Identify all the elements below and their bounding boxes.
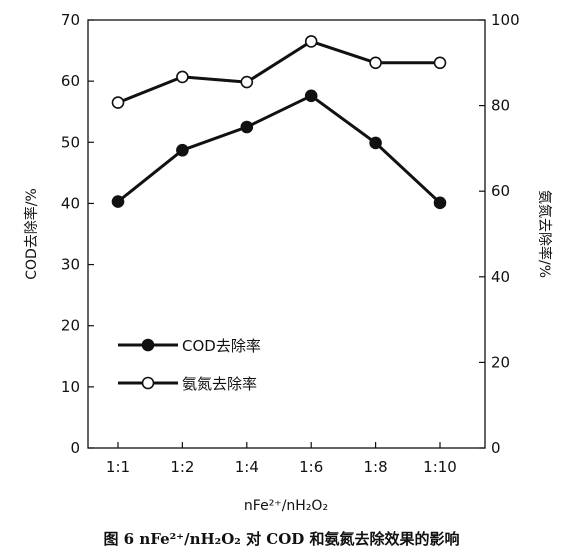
right-tick-label: 20 (491, 353, 510, 371)
data-point-0 (433, 196, 447, 210)
x-tick-label: 1:6 (299, 458, 323, 476)
data-point-0 (240, 120, 254, 134)
figure-caption: 图 6 nFe²⁺/nH₂O₂ 对 COD 和氨氮去除效果的影响 (103, 530, 460, 548)
data-point-0 (369, 136, 382, 150)
data-point-0 (304, 89, 318, 103)
data-point-1 (240, 75, 254, 89)
right-tick-label: 40 (491, 268, 510, 286)
right-tick-label: 0 (491, 439, 501, 457)
left-tick-label: 20 (61, 317, 80, 335)
data-point-1 (304, 35, 318, 48)
data-point-1 (433, 56, 447, 70)
left-axis-ticks: 0 10 20 30 40 50 60 70 (61, 11, 94, 457)
series-line-0 (117, 94, 442, 204)
right-tick-label: 80 (491, 97, 510, 115)
left-tick-label: 0 (70, 439, 80, 457)
legend-label: 氨氮去除率 (182, 375, 257, 393)
legend-label: COD去除率 (182, 337, 261, 355)
left-tick-label: 10 (61, 378, 80, 396)
y-axis-right-title: 氨氮去除率/% (536, 190, 553, 278)
left-tick-label: 30 (61, 256, 80, 274)
data-point-1 (176, 70, 189, 84)
x-tick-label: 1:8 (364, 458, 388, 476)
series-lines (117, 39, 442, 204)
right-axis-ticks: 0 20 40 60 80 100 (479, 11, 520, 457)
left-tick-label: 60 (61, 72, 80, 90)
series-points (111, 35, 447, 210)
series-line-1 (117, 39, 440, 104)
data-point-0 (176, 143, 189, 157)
left-tick-label: 40 (61, 194, 80, 212)
left-tick-label: 50 (61, 133, 80, 151)
left-tick-label: 70 (61, 11, 80, 29)
x-axis-title: nFe²⁺/nH₂O₂ (244, 498, 328, 514)
x-tick-label: 1:10 (423, 458, 457, 476)
data-point-1 (369, 56, 382, 70)
legend-marker (141, 338, 155, 352)
x-axis-ticks: 1:1 1:2 1:4 1:6 1:8 1:10 (106, 442, 457, 476)
x-tick-label: 1:4 (235, 458, 259, 476)
y-axis-left-title: COD去除率/% (23, 188, 40, 280)
right-tick-label: 60 (491, 182, 510, 200)
data-point-0 (111, 195, 125, 208)
x-tick-label: 1:1 (106, 458, 130, 476)
x-tick-label: 1:2 (170, 458, 194, 476)
right-tick-label: 100 (491, 11, 520, 29)
legend-marker (141, 376, 155, 390)
data-point-1 (111, 96, 125, 109)
plot-frame (87, 19, 486, 449)
